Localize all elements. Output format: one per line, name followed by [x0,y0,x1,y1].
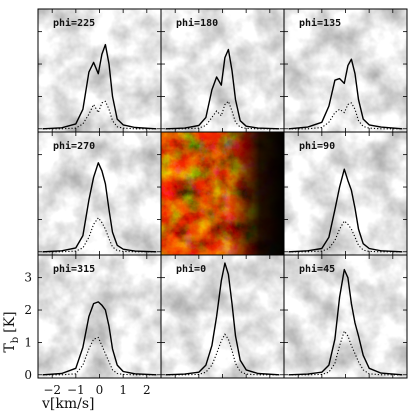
dotted-curve-phi=180 [165,100,280,130]
map-texture-phi=270 [38,132,161,255]
x-tick-label: 1 [119,383,127,397]
dotted-curve-phi=0 [165,333,280,376]
dotted-curve-phi=45 [288,329,403,376]
solid-curve-phi=90 [288,168,403,253]
y-axis-title: Tb [K] [2,311,21,352]
x-tick-label: 0 [96,383,104,397]
y-tick-label: 0 [24,368,32,382]
dotted-curve-phi=225 [42,100,157,130]
y-axis-title-main: T [2,343,18,353]
map-texture-phi=90 [284,132,407,255]
solid-curve-phi=180 [165,48,280,130]
solid-curve-phi=315 [42,301,157,376]
background-maps [38,9,407,378]
x-tick-label: −2 [43,383,61,397]
panel-label: phi=225 [53,17,95,29]
spectra-curves [42,43,403,376]
panel-label: phi=135 [299,17,341,29]
y-tick-label: 2 [24,303,32,317]
y-tick-label: 3 [24,271,32,285]
x-tick-label: 2 [143,383,151,397]
panel-label: phi=180 [176,17,218,29]
solid-curve-phi=45 [288,268,403,376]
x-tick-label: −1 [67,383,85,397]
panel-label: phi=45 [299,263,335,275]
map-texture-phi=180 [161,9,284,132]
panel-label: phi=0 [176,263,206,275]
y-tick-label: 1 [24,335,32,349]
y-axis-title-unit: [K] [2,311,18,332]
x-axis-title: v[km/s] [41,396,95,412]
dotted-curve-phi=270 [42,216,157,253]
y-axis-title-sub: b [10,337,21,343]
solid-curve-phi=135 [288,58,403,130]
panel-label: phi=90 [299,140,335,152]
solid-curve-phi=225 [42,43,157,130]
panel-frames [37,8,408,379]
axes: −2 −1 0 1 2 0 1 2 3 v[km/s] Tb [K] [2,271,151,412]
dotted-curve-phi=90 [288,220,403,253]
map-texture-phi=45 [284,255,407,378]
panel-label: phi=315 [53,263,95,275]
solid-curve-phi=270 [42,162,157,253]
panel-labels: phi=225 phi=180 phi=135 phi=270 phi=90 phi=31… [53,17,341,275]
dotted-curve-phi=135 [288,102,403,130]
map-texture-phi=315 [38,255,161,378]
panel-label: phi=270 [53,140,95,152]
solid-curve-phi=0 [165,262,280,376]
dotted-curve-phi=315 [42,336,157,376]
center-map-shade [161,132,284,255]
map-texture-phi=135 [284,9,407,132]
